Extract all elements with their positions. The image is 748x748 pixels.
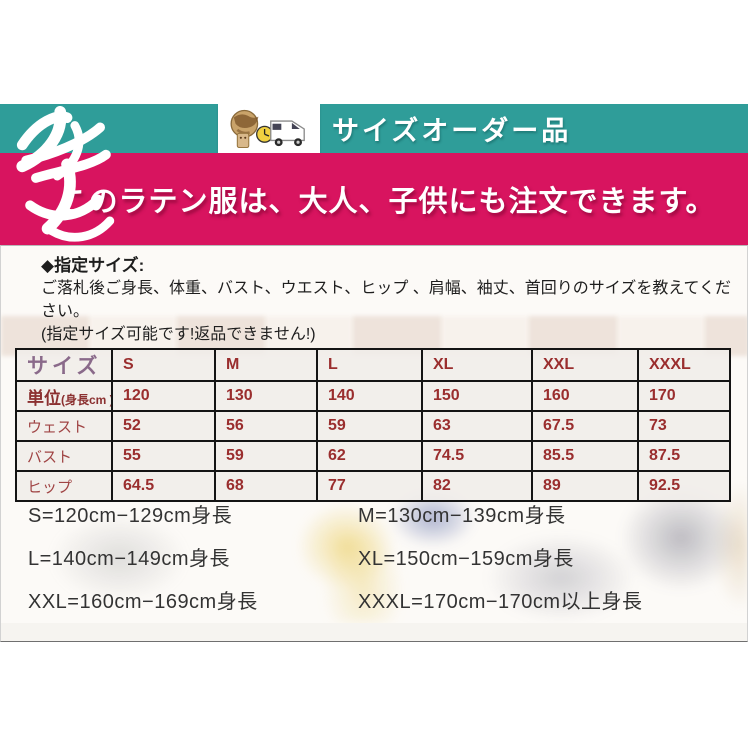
size-column-header: M: [214, 348, 318, 382]
row-label: バスト: [15, 440, 113, 472]
size-value-cell: 89: [531, 470, 639, 502]
order-note: ◆指定サイズ: ご落札後ご身長、体重、バスト、ウエスト、ヒップ 、肩幅、袖丈、首…: [41, 254, 747, 346]
table-row: ウェスト 52 56 59 63 67.5 73: [15, 410, 731, 442]
size-value-cell: 68: [214, 470, 318, 502]
row-label: 単位(身長cm ): [15, 380, 113, 412]
table-row: ヒップ 64.5 68 77 82 89 92.5: [15, 470, 731, 502]
size-value-cell: 87.5: [637, 440, 731, 472]
content-panel: ◆指定サイズ: ご落札後ご身長、体重、バスト、ウエスト、ヒップ 、肩幅、袖丈、首…: [0, 245, 748, 623]
size-value-cell: 82: [421, 470, 533, 502]
size-legend-item: M=130cm−139cm身長: [358, 505, 566, 527]
size-value-cell: 59: [316, 410, 423, 442]
size-value-cell: 74.5: [421, 440, 533, 472]
size-table: サイズ S M L XL XXL XXXL 単位(身長cm ) 120 130 140 150 160…: [15, 348, 731, 502]
size-value-cell: 73: [637, 410, 731, 442]
size-value-cell: 64.5: [111, 470, 216, 502]
size-value-cell: 62: [316, 440, 423, 472]
table-row: 単位(身長cm ) 120 130 140 150 160 170: [15, 380, 731, 412]
size-value-cell: 120: [111, 380, 216, 412]
subtitle-banner: このラテン服は、大人、子供にも注文できます。: [0, 153, 748, 245]
table-header-row: サイズ S M L XL XXL XXXL: [15, 348, 731, 382]
size-value-cell: 63: [421, 410, 533, 442]
size-value-cell: 77: [316, 470, 423, 502]
row-label: ウェスト: [15, 410, 113, 442]
page-title: サイズオーダー品: [332, 116, 572, 146]
size-value-cell: 67.5: [531, 410, 639, 442]
note-body: ご落札後ご身長、体重、バスト、ウエスト、ヒップ 、肩幅、袖丈、首回りのサイズを教…: [41, 280, 732, 320]
size-column-header: L: [316, 348, 423, 382]
row-label: ヒップ: [15, 470, 113, 502]
size-value-cell: 160: [531, 380, 639, 412]
size-legend-item: XXXL=170cm−170cm以上身長: [358, 591, 643, 613]
size-value-cell: 59: [214, 440, 318, 472]
size-value-cell: 56: [214, 410, 318, 442]
size-legend-item: S=120cm−129cm身長: [28, 505, 233, 527]
size-value-cell: 170: [637, 380, 731, 412]
delivery-icon-box: [218, 104, 320, 153]
size-value-cell: 85.5: [531, 440, 639, 472]
size-column-header: S: [111, 348, 216, 382]
note-caution: (指定サイズ可能です!返品できません!): [41, 326, 316, 343]
size-legend-item: L=140cm−149cm身長: [28, 548, 231, 570]
globe-truck-clock-delivery-icon: [230, 109, 305, 148]
size-column-header: XXXL: [637, 348, 731, 382]
size-legend-item: XL=150cm−159cm身長: [358, 548, 574, 570]
banner-text: このラテン服は、大人、子供にも注文できます。: [58, 186, 716, 218]
size-value-cell: 92.5: [637, 470, 731, 502]
header-bar: サイズオーダー品: [0, 104, 748, 153]
size-column-header: XL: [421, 348, 533, 382]
note-heading: ◆指定サイズ:: [41, 256, 145, 275]
size-value-cell: 130: [214, 380, 318, 412]
size-column-header: XXL: [531, 348, 639, 382]
size-column-title: サイズ: [15, 348, 113, 382]
size-value-cell: 150: [421, 380, 533, 412]
table-row: バスト 55 59 62 74.5 85.5 87.5: [15, 440, 731, 472]
size-value-cell: 52: [111, 410, 216, 442]
size-legend-item: XXL=160cm−169cm身長: [28, 591, 258, 613]
bottom-strip: [0, 623, 748, 642]
size-value-cell: 140: [316, 380, 423, 412]
size-value-cell: 55: [111, 440, 216, 472]
size-legend: S=120cm−129cm身長 M=130cm−139cm身長 L=140cm−14…: [28, 499, 728, 614]
